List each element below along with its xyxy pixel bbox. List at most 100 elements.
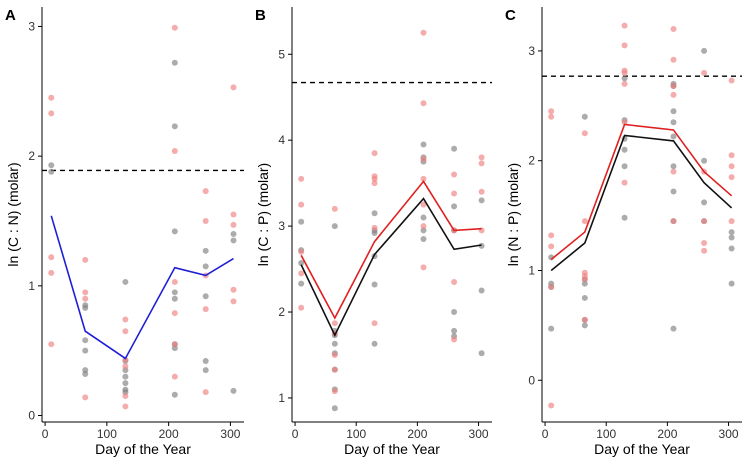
data-point-pink: [331, 366, 338, 373]
data-point-grey: [478, 242, 485, 249]
x-tick-label: 0: [292, 427, 299, 441]
data-point-grey: [331, 405, 338, 412]
data-point-pink: [548, 108, 555, 115]
data-point-pink: [171, 310, 178, 317]
data-point-grey: [420, 227, 427, 234]
data-point-pink: [48, 254, 55, 261]
data-point-pink: [451, 336, 458, 343]
data-point-pink: [331, 205, 338, 212]
data-point-pink: [331, 351, 338, 358]
y-tick-label: 2: [278, 305, 285, 319]
data-point-pink: [230, 211, 237, 218]
data-point-grey: [478, 350, 485, 357]
data-point-grey: [230, 387, 237, 394]
data-point-pink: [451, 190, 458, 197]
data-point-grey: [451, 145, 458, 152]
data-point-pink: [48, 110, 55, 117]
data-point-grey: [82, 347, 89, 354]
data-point-pink: [171, 373, 178, 380]
x-tick-label: 200: [657, 427, 677, 441]
data-point-pink: [621, 42, 628, 49]
data-point-pink: [298, 201, 305, 208]
x-tick-label: 0: [42, 427, 49, 441]
data-point-pink: [478, 188, 485, 195]
data-point-grey: [451, 309, 458, 316]
data-point-grey: [621, 75, 628, 82]
x-axis-label: Day of the Year: [344, 441, 440, 457]
series-line-fit-black: [550, 134, 733, 272]
data-point-pink: [701, 240, 708, 247]
data-point-pink: [82, 256, 89, 263]
data-point-grey: [420, 235, 427, 242]
y-tick-label: 2: [528, 154, 535, 168]
panel-letter: C: [505, 7, 516, 24]
data-point-pink: [202, 188, 209, 195]
x-tick-label: 100: [97, 427, 117, 441]
data-point-pink: [621, 80, 628, 87]
data-point-pink: [122, 363, 129, 370]
x-tick-label: 300: [220, 427, 240, 441]
data-point-pink: [621, 22, 628, 29]
data-point-pink: [48, 341, 55, 348]
y-axis-label: ln (C : N) (molar): [5, 162, 21, 266]
data-point-pink: [82, 289, 89, 296]
data-point-pink: [371, 224, 378, 231]
data-point-pink: [548, 243, 555, 250]
data-point-pink: [728, 163, 735, 170]
data-point-pink: [82, 295, 89, 302]
data-point-grey: [701, 47, 708, 54]
data-point-grey: [670, 325, 677, 332]
x-axis-label: Day of the Year: [594, 441, 690, 457]
data-point-grey: [171, 228, 178, 235]
data-point-grey: [202, 263, 209, 270]
data-point-grey: [82, 371, 89, 378]
data-point-grey: [420, 214, 427, 221]
data-point-pink: [122, 328, 129, 335]
data-point-pink: [171, 278, 178, 285]
x-tick-label: 0: [542, 427, 549, 441]
data-point-pink: [420, 264, 427, 271]
data-point-pink: [371, 320, 378, 327]
data-point-pink: [230, 221, 237, 228]
data-point-grey: [371, 340, 378, 347]
y-tick-label: 0: [28, 409, 35, 423]
data-point-pink: [82, 394, 89, 401]
data-point-grey: [171, 123, 178, 130]
data-point-pink: [171, 341, 178, 348]
data-point-pink: [670, 83, 677, 90]
data-point-pink: [581, 316, 588, 323]
y-tick-label: 1: [528, 263, 535, 277]
data-point-grey: [202, 293, 209, 300]
y-tick-label: 2: [28, 149, 35, 163]
data-point-grey: [701, 199, 708, 206]
data-point-grey: [670, 188, 677, 195]
data-point-grey: [122, 380, 129, 387]
y-tick-label: 4: [278, 133, 285, 147]
data-point-pink: [728, 218, 735, 225]
data-point-grey: [670, 108, 677, 115]
data-point-grey: [122, 278, 129, 285]
panel-a: 0 100 200 300 0 1 2 3 Day of the Year ln (C : N) …: [5, 7, 244, 457]
data-point-pink: [728, 77, 735, 84]
data-point-grey: [331, 223, 338, 230]
data-point-grey: [48, 162, 55, 169]
data-point-pink: [298, 270, 305, 277]
data-point-pink: [420, 100, 427, 107]
data-point-grey: [478, 197, 485, 204]
data-point-grey: [202, 358, 209, 365]
data-point-grey: [171, 295, 178, 302]
data-point-pink: [331, 320, 338, 327]
data-point-pink: [331, 388, 338, 395]
data-point-grey: [298, 218, 305, 225]
data-point-grey: [171, 391, 178, 398]
data-point-pink: [451, 171, 458, 178]
data-point-grey: [331, 340, 338, 347]
data-point-pink: [298, 304, 305, 311]
data-point-grey: [728, 280, 735, 287]
data-point-grey: [202, 247, 209, 254]
data-point-grey: [171, 59, 178, 66]
data-point-grey: [371, 281, 378, 288]
data-point-pink: [478, 154, 485, 161]
data-point-grey: [420, 141, 427, 148]
